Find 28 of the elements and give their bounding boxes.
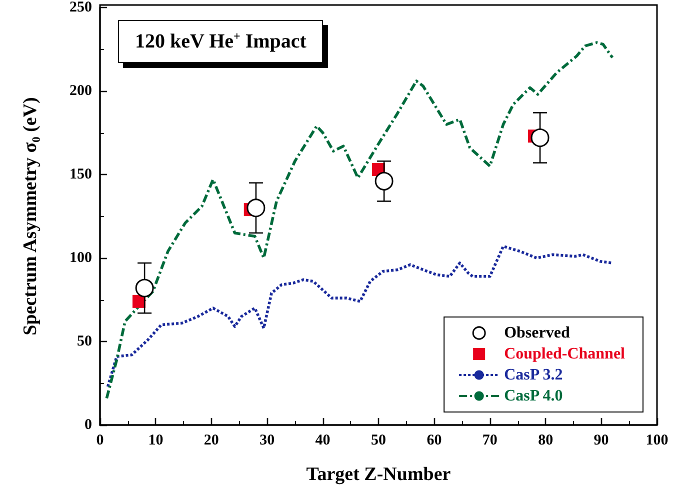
x-tick-label: 50 (371, 432, 386, 448)
legend-label: CasP 3.2 (504, 366, 563, 384)
annotation: 120 keV He$^{+}$ Impact (118, 20, 324, 63)
x-tick-label: 80 (538, 432, 554, 448)
y-tick-label: 200 (70, 83, 92, 99)
point (135, 278, 154, 298)
y-tick-label: 150 (70, 166, 92, 182)
x-tick-label: 100 (646, 432, 668, 448)
x-tick-label: 40 (315, 432, 330, 448)
point (530, 128, 550, 148)
x-tick-label: 30 (260, 432, 275, 448)
x-axis-title: Target Z-Number (306, 464, 452, 485)
x-tick-label: 10 (148, 432, 164, 448)
x-tick-label: 60 (426, 432, 442, 448)
y-axis-title: Spectrum Asymmetry σ₀ (eV) (20, 97, 41, 336)
y-tick-label: 50 (77, 334, 92, 350)
x-tick-label: 0 (96, 432, 104, 448)
point (246, 198, 266, 218)
y-tick-label: 250 (70, 0, 92, 16)
y-tick-label: 100 (70, 250, 92, 266)
x-tick-label: 90 (594, 432, 609, 448)
point (374, 172, 394, 190)
y-tick-label: 0 (84, 417, 92, 433)
legend-label: Coupled-Channel (504, 346, 626, 362)
legend-label: CasP 4.0 (504, 388, 563, 404)
legend-label: Observed (504, 324, 570, 342)
x-tick-label: 20 (204, 432, 219, 448)
x-tick-label: 70 (482, 432, 498, 448)
